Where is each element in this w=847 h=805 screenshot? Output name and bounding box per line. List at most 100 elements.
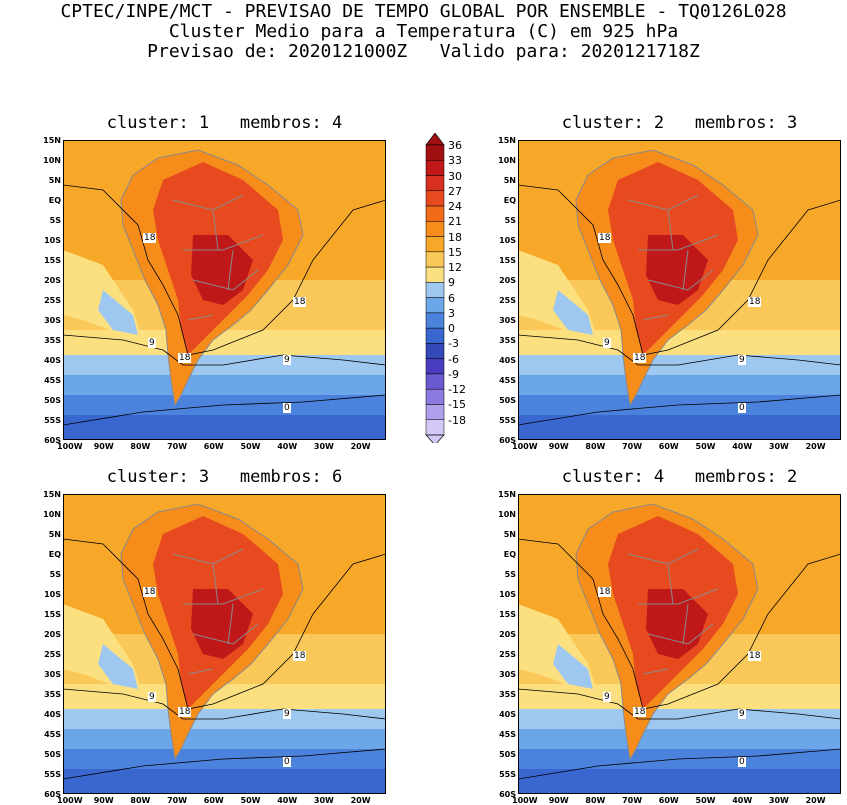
lat-tick-label: 55S <box>44 416 61 425</box>
contour-line <box>63 688 386 720</box>
lat-tick-label: 45S <box>44 376 61 385</box>
contour-line <box>518 394 841 426</box>
lat-tick-label: EQ <box>48 196 61 205</box>
contour-label: 9 <box>283 709 291 719</box>
lon-tick-label: 30W <box>768 442 789 451</box>
colorbar-level-label: -15 <box>448 398 466 412</box>
lon-tick-label: 60W <box>203 442 224 451</box>
colorbar-swatch <box>425 343 445 359</box>
lat-tick-label: EQ <box>503 550 516 559</box>
cool-ocean-core <box>553 290 593 335</box>
lat-tick-label: 10N <box>43 156 61 165</box>
colorbar-level-label: -6 <box>448 352 459 366</box>
colorbar-swatch <box>425 221 445 237</box>
lat-tick-label: 15N <box>498 490 516 499</box>
temperature-band <box>63 415 386 440</box>
lat-tick-label: 60S <box>499 790 516 799</box>
contour-label: 18 <box>293 297 307 307</box>
lat-tick-label: 40S <box>499 356 516 365</box>
map-frame <box>518 140 841 440</box>
colorbar-swatch <box>425 205 445 222</box>
lat-tick-label: 5N <box>503 176 516 185</box>
colorbar-level-label: 21 <box>448 215 462 229</box>
lat-tick-label: 10N <box>43 510 61 519</box>
colorbar-swatch <box>425 388 445 405</box>
lon-tick-label: 50W <box>695 442 716 451</box>
colorbar-level-label: 6 <box>448 291 455 305</box>
figure-title-line-2: Cluster Medio para a Temperatura (C) em … <box>168 21 679 42</box>
cool-ocean-core <box>553 644 593 689</box>
colorbar-level-label: 24 <box>448 200 462 214</box>
lat-tick-label: 45S <box>44 730 61 739</box>
lon-tick-label: 70W <box>167 796 188 805</box>
country-borders <box>172 194 264 321</box>
lat-tick-label: 40S <box>499 710 516 719</box>
contour-line <box>63 334 386 366</box>
contour-label: 18 <box>178 353 192 363</box>
lon-tick-label: 30W <box>768 796 789 805</box>
temperature-band <box>518 330 841 355</box>
temperature-map-2 <box>518 140 841 440</box>
lat-tick-label: 10S <box>499 236 516 245</box>
map-frame <box>518 494 841 794</box>
colorbar-level-label: 27 <box>448 184 462 198</box>
contour-label: 9 <box>738 355 746 365</box>
lat-tick-label: 30S <box>44 316 61 325</box>
contour-label: 0 <box>283 757 291 767</box>
lon-tick-label: 70W <box>622 442 643 451</box>
temperature-band <box>63 375 386 395</box>
lat-tick-label: 55S <box>499 416 516 425</box>
contour-line <box>63 538 386 710</box>
contour-label: 18 <box>748 297 762 307</box>
contour-line <box>518 748 841 780</box>
colorbar-swatch <box>425 282 445 298</box>
contour-label: 18 <box>633 353 647 363</box>
lat-tick-label: 10S <box>44 590 61 599</box>
colorbar-bottom-arrow <box>425 434 445 443</box>
contour-label: 0 <box>738 403 746 413</box>
contour-line <box>518 184 841 356</box>
colorbar-swatch <box>425 160 445 176</box>
lon-tick-label: 90W <box>93 442 114 451</box>
lon-tick-label: 90W <box>548 796 569 805</box>
temperature-band <box>518 684 841 709</box>
lat-tick-label: 20S <box>44 630 61 639</box>
contour-line <box>63 748 386 780</box>
lat-tick-label: 20S <box>44 276 61 285</box>
lon-tick-label: 80W <box>130 442 151 451</box>
colorbar-swatch <box>425 358 445 375</box>
country-borders <box>627 194 719 321</box>
colorbar-swatch <box>425 419 445 436</box>
panel-title-3: cluster: 3 membros: 6 <box>106 467 343 487</box>
lat-tick-label: EQ <box>48 550 61 559</box>
colorbar-bar <box>425 133 445 443</box>
lat-tick-label: 30S <box>499 670 516 679</box>
lat-tick-label: 15N <box>498 136 516 145</box>
lat-tick-label: 25S <box>44 650 61 659</box>
temperature-band <box>63 729 386 749</box>
hottest-region <box>646 235 708 305</box>
colorbar-level-label: -3 <box>448 337 459 351</box>
contour-label: 9 <box>738 709 746 719</box>
lon-tick-label: 50W <box>240 796 261 805</box>
lon-tick-label: 50W <box>240 442 261 451</box>
colorbar-level-label: -18 <box>448 413 466 427</box>
lon-tick-label: 20W <box>805 442 826 451</box>
country-borders <box>627 548 719 675</box>
lat-tick-label: 20S <box>499 630 516 639</box>
colorbar-level-label: 12 <box>448 261 462 275</box>
lon-tick-label: 20W <box>350 796 371 805</box>
lat-tick-label: 10S <box>44 236 61 245</box>
colorbar-top-arrow <box>425 133 445 146</box>
contour-label: 18 <box>633 707 647 717</box>
contour-label: 18 <box>178 707 192 717</box>
lat-tick-label: 5S <box>49 216 61 225</box>
coastline <box>120 149 304 407</box>
lon-tick-label: 20W <box>350 442 371 451</box>
lat-tick-label: 30S <box>499 316 516 325</box>
lat-tick-label: 15S <box>499 610 516 619</box>
lon-tick-label: 100W <box>57 796 83 805</box>
lon-tick-label: 30W <box>313 442 334 451</box>
lon-tick-label: 40W <box>277 442 298 451</box>
temperature-band <box>518 415 841 440</box>
